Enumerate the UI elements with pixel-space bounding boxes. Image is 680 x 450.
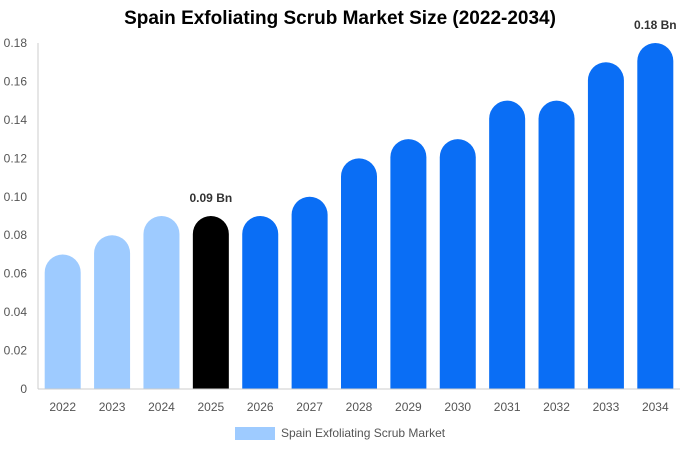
x-axis: 2022 2023 2024 2025 2026 2027 2028 2029 2030 2031… [38, 388, 680, 414]
legend-label: Spain Exfoliating Scrub Market [281, 426, 446, 440]
x-tick-label: 2031 [494, 400, 521, 414]
bar-2025 [192, 216, 229, 389]
bar-2022 [44, 254, 81, 389]
y-tick-label: 0.16 [4, 74, 28, 88]
y-tick-label: 0.08 [4, 228, 28, 242]
bar-2029 [390, 139, 427, 389]
x-tick-label: 2024 [148, 400, 175, 414]
bar-2030 [439, 139, 476, 389]
y-tick-label: 0.06 [4, 267, 28, 281]
y-tick-label: 0.18 [4, 36, 28, 50]
bar-2033 [587, 62, 624, 389]
bar-2026 [242, 216, 279, 389]
x-tick-label: 2028 [346, 400, 373, 414]
x-tick-label: 2030 [444, 400, 471, 414]
data-labels: 0.09 Bn 0.18 Bn [190, 18, 677, 205]
bar-2023 [94, 235, 131, 389]
bar-2031 [489, 100, 526, 390]
bar-2032 [538, 100, 575, 389]
x-tick-label: 2029 [395, 400, 422, 414]
chart-title: Spain Exfoliating Scrub Market Size (202… [124, 8, 556, 29]
data-label: 0.18 Bn [634, 18, 677, 32]
bar-2027 [291, 196, 328, 389]
legend-swatch [235, 426, 275, 440]
data-label: 0.09 Bn [190, 191, 233, 205]
x-tick-label: 2034 [642, 400, 669, 414]
x-tick-label: 2023 [99, 400, 126, 414]
legend: Spain Exfoliating Scrub Market [235, 426, 445, 440]
y-tick-label: 0.12 [4, 151, 28, 165]
bar-2034 [637, 43, 674, 389]
y-tick-label: 0.02 [4, 344, 28, 358]
y-tick-label: 0.04 [4, 305, 28, 319]
y-axis: 0 0.02 0.04 0.06 0.08 0.10 0.12 0.14 0.16 0.18 [4, 36, 39, 396]
x-tick-label: 2025 [197, 400, 224, 414]
bars [44, 43, 674, 390]
bar-2024 [143, 216, 180, 389]
y-tick-label: 0 [20, 382, 27, 396]
y-tick-label: 0.10 [4, 190, 28, 204]
x-tick-label: 2022 [49, 400, 76, 414]
x-tick-label: 2032 [543, 400, 570, 414]
x-tick-label: 2033 [593, 400, 620, 414]
y-tick-label: 0.14 [4, 113, 28, 127]
bar-2028 [341, 158, 377, 389]
x-tick-label: 2026 [247, 400, 274, 414]
x-tick-label: 2027 [296, 400, 323, 414]
